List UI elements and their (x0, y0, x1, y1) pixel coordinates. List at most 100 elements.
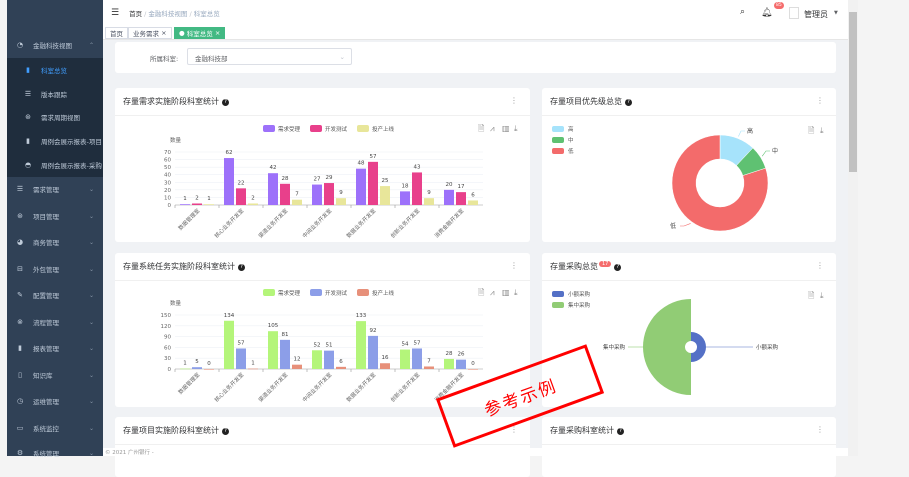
sidebar-item[interactable]: ✎ 配置管理 ⌄ (7, 284, 103, 306)
download-icon[interactable]: ⤓ (514, 124, 518, 133)
x-tick-label: 数据管理室 (176, 370, 201, 395)
data-label: 57 (238, 340, 245, 346)
user-menu[interactable]: 管理员 (804, 10, 828, 19)
x-tick-label: 核心业务开发室 (213, 206, 246, 239)
bar (468, 200, 478, 205)
data-label: 17 (458, 184, 465, 190)
data-label: 28 (446, 351, 453, 357)
data-view-icon[interactable]: 🗎︎ (478, 124, 485, 133)
bell-icon[interactable]: 🔔︎ (761, 8, 773, 18)
bar (312, 350, 322, 369)
data-label: 9 (427, 190, 431, 196)
hamburger-icon[interactable]: ☰ (111, 8, 120, 18)
sidebar-item[interactable]: ☰ 版本跟踪 (7, 83, 103, 105)
book-icon: ▯ (18, 371, 22, 379)
data-view-icon[interactable]: 🗎︎ (808, 126, 815, 135)
sidebar-item[interactable]: ⊗ 流程管理 ⌄ (7, 311, 103, 333)
card-title: 存量需求实施阶段科室统计? (123, 96, 229, 107)
help-icon[interactable]: ? (222, 99, 229, 106)
line-chart-icon[interactable]: ⩘ (490, 124, 495, 133)
sidebar-item[interactable]: ▯ 知识库 ⌄ (7, 364, 103, 386)
more-icon[interactable]: ⋮ (510, 425, 518, 434)
tag-home[interactable]: 首页 (105, 27, 128, 39)
download-icon[interactable]: ⤓ (820, 291, 824, 300)
slice-label: 中 (772, 147, 778, 155)
bar (336, 198, 346, 205)
close-icon[interactable]: × (161, 29, 167, 37)
data-view-icon[interactable]: 🗎︎ (808, 291, 815, 300)
chart-svg: 需求受理 开发测试 投产上线 🗎︎ ⩘ ▥ ⤓数量010203040506070数据管理室1… (164, 124, 518, 240)
sidebar-item[interactable]: ⊟ 外包管理 ⌄ (7, 258, 103, 280)
avatar[interactable] (789, 7, 799, 19)
procurement-dept-card: 存量采购科室统计? ⋮ (542, 417, 836, 477)
tag-business[interactable]: 业务需求 × (128, 27, 172, 39)
y-tick-label: 60 (164, 345, 171, 351)
bar (204, 204, 214, 205)
sidebar-item[interactable]: ◔ 金融科技视图 ⌃ (7, 34, 103, 56)
help-icon[interactable]: ? (222, 428, 229, 435)
data-label: 6 (471, 192, 475, 198)
more-icon[interactable]: ⋮ (510, 261, 518, 270)
breadcrumb-home[interactable]: 首页 (129, 10, 143, 18)
bar (180, 204, 190, 205)
bar (380, 186, 390, 205)
sidebar-item[interactable]: ▮ 科室总览 (7, 59, 103, 81)
sidebar-item[interactable]: ◷ 运维管理 ⌄ (7, 390, 103, 412)
tag-overview[interactable]: ● 科室总览 × (174, 27, 226, 39)
legend-swatch (357, 289, 369, 296)
data-label: 12 (294, 357, 301, 363)
sidebar-item[interactable]: ◕ 商务管理 ⌄ (7, 231, 103, 253)
more-icon[interactable]: ⋮ (816, 425, 824, 434)
sidebar-item[interactable]: ▮ 报表管理 ⌄ (7, 337, 103, 359)
bar (444, 189, 454, 205)
scrollbar[interactable] (848, 0, 858, 456)
bar-chart-icon[interactable]: ▥ (502, 124, 510, 133)
scrollbar-thumb[interactable] (849, 12, 857, 172)
help-icon[interactable]: ? (625, 99, 632, 106)
more-icon[interactable]: ⋮ (510, 96, 518, 105)
data-view-icon[interactable]: 🗎︎ (478, 288, 485, 297)
y-tick-label: 150 (161, 313, 172, 319)
sidebar-item[interactable]: ◓ 周例会展示报表-采购 (7, 154, 103, 176)
sidebar-item[interactable]: ▭ 系统监控 ⌄ (7, 417, 103, 439)
legend-swatch (552, 137, 564, 143)
search-icon[interactable]: ⌕ (740, 7, 746, 17)
task-stage-card: 存量系统任务实施阶段科室统计? ⋮ 需求受理 开发测试 投产上线 🗎︎ ⩘ ▥ ⤓ 数量 0 30 60… (115, 253, 530, 407)
caret-down-icon[interactable]: ▼ (834, 10, 838, 16)
data-label: 26 (458, 352, 465, 358)
bar (224, 158, 234, 205)
department-select[interactable]: 金融科技部 ⌄ (187, 48, 352, 65)
card-title: 存量采购总览 17? (550, 261, 622, 272)
filter-label: 所属科室: (150, 55, 179, 63)
download-icon[interactable]: ⤓ (820, 126, 824, 135)
breadcrumb-view[interactable]: 金融科技视图 (148, 10, 188, 18)
data-label: 0 (207, 361, 211, 367)
bar (336, 366, 346, 369)
sidebar-item[interactable]: ▮ 周例会展示报表-项目 (7, 130, 103, 152)
legend-label: 低 (568, 147, 574, 155)
bar-chart-icon[interactable]: ▥ (502, 288, 510, 297)
chevron-down-icon: ⌄ (339, 53, 345, 61)
more-icon[interactable]: ⋮ (816, 96, 824, 105)
more-icon[interactable]: ⋮ (816, 261, 824, 270)
list-icon: ☰ (24, 90, 32, 98)
help-icon[interactable]: ? (238, 264, 245, 271)
bar (180, 368, 190, 370)
close-icon[interactable]: × (214, 29, 221, 37)
help-icon[interactable]: ? (617, 428, 624, 435)
data-label: 5 (195, 359, 199, 365)
y-tick-label: 30 (164, 356, 171, 362)
sidebar-item[interactable]: ⚙ 系统管理 ⌄ (7, 442, 103, 464)
sidebar-item[interactable]: ⊛ 项目管理 ⌄ (7, 205, 103, 227)
sidebar-item[interactable]: ☰ 需求管理 ⌄ (7, 178, 103, 200)
download-icon[interactable]: ⤓ (514, 288, 518, 297)
bar (324, 350, 334, 369)
line-chart-icon[interactable]: ⩘ (490, 288, 495, 297)
filter-card: 所属科室: 金融科技部 ⌄ (115, 42, 836, 73)
sidebar-item[interactable]: ⊛ 需求周期视图 (7, 106, 103, 128)
help-icon[interactable]: ? (614, 264, 622, 271)
data-label: 105 (268, 323, 279, 329)
monitor-icon: ◷ (16, 397, 24, 405)
sidebar-item-label: 系统监控 (33, 425, 59, 433)
